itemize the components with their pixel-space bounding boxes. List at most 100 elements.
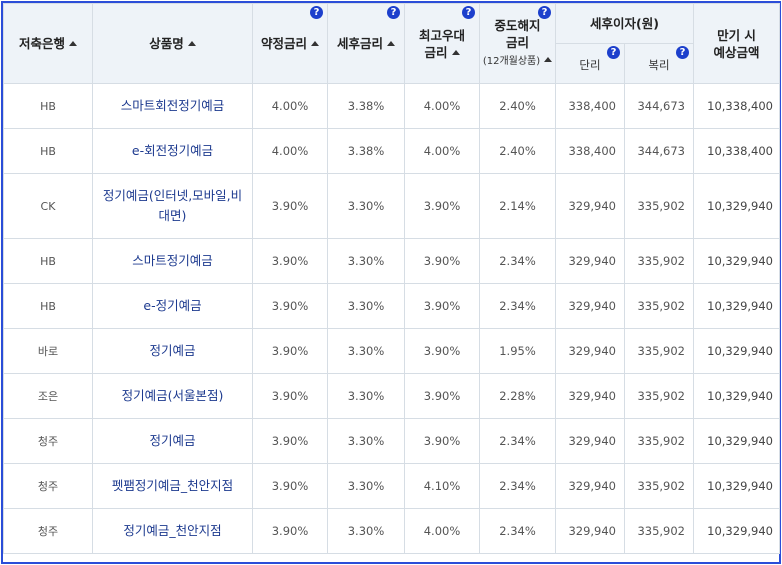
cell-max-rate: 3.90%	[404, 328, 480, 374]
cell-base-rate: 3.90%	[252, 283, 328, 329]
cell-compound-interest: 335,902	[624, 328, 694, 374]
cell-after-tax-rate: 3.30%	[327, 238, 405, 284]
table-row: CK 정기예금(인터넷,모바일,비대면) 3.90% 3.30% 3.90% 2.14% 3…	[3, 173, 780, 239]
cell-max-rate: 3.90%	[404, 418, 480, 464]
cell-early-rate: 2.14%	[479, 173, 556, 239]
col-header-early-rate[interactable]: ? 중도해지 금리 (12개월상품)	[479, 3, 556, 84]
cell-bank: HB	[3, 283, 93, 329]
cell-simple-interest: 329,940	[555, 508, 625, 554]
cell-base-rate: 3.90%	[252, 463, 328, 509]
cell-product-link[interactable]: e-정기예금	[92, 283, 253, 329]
cell-bank: 청주	[3, 463, 93, 509]
col-header-maturity-line1: 만기 시	[717, 27, 756, 43]
help-icon[interactable]: ?	[462, 6, 475, 19]
cell-max-rate: 4.10%	[404, 463, 480, 509]
help-icon[interactable]: ?	[538, 6, 551, 19]
cell-compound-interest: 335,902	[624, 283, 694, 329]
cell-product-link[interactable]: 정기예금	[92, 418, 253, 464]
cell-after-tax-rate: 3.30%	[327, 173, 405, 239]
col-header-compound-label: 복리	[648, 58, 670, 72]
table-row: 조은 정기예금(서울본점) 3.90% 3.30% 3.90% 2.28% 329,940 3…	[3, 373, 780, 419]
cell-product-link[interactable]: 정기예금	[92, 328, 253, 374]
cell-bank: HB	[3, 128, 93, 174]
cell-compound-interest: 335,902	[624, 463, 694, 509]
cell-product-link[interactable]: 펫팸정기예금_천안지점	[92, 463, 253, 509]
cell-simple-interest: 329,940	[555, 283, 625, 329]
col-header-base-rate[interactable]: ? 약정금리	[252, 3, 328, 84]
cell-product-link[interactable]: 정기예금_천안지점	[92, 508, 253, 554]
cell-compound-interest: 335,902	[624, 508, 694, 554]
cell-max-rate: 3.90%	[404, 283, 480, 329]
col-header-bank-label: 저축은행	[18, 36, 65, 51]
cell-simple-interest: 338,400	[555, 83, 625, 129]
table-row: 청주 펫팸정기예금_천안지점 3.90% 3.30% 4.10% 2.34% 329,940…	[3, 463, 780, 509]
cell-after-tax-rate: 3.30%	[327, 373, 405, 419]
cell-base-rate: 3.90%	[252, 173, 328, 239]
table-body: HB 스마트회전정기예금 4.00% 3.38% 4.00% 2.40% 338,400 34…	[3, 83, 780, 554]
cell-after-tax-rate: 3.30%	[327, 463, 405, 509]
cell-base-rate: 3.90%	[252, 508, 328, 554]
cell-maturity-amount: 10,329,940	[693, 373, 780, 419]
cell-after-tax-rate: 3.30%	[327, 283, 405, 329]
cell-after-tax-rate: 3.30%	[327, 328, 405, 374]
cell-product-link[interactable]: e-회전정기예금	[92, 128, 253, 174]
cell-bank: 청주	[3, 508, 93, 554]
cell-maturity-amount: 10,338,400	[693, 83, 780, 129]
cell-base-rate: 3.90%	[252, 373, 328, 419]
help-icon[interactable]: ?	[387, 6, 400, 19]
col-header-after-tax-interest: 세후이자(원)	[555, 3, 694, 44]
cell-simple-interest: 329,940	[555, 328, 625, 374]
sort-up-icon	[69, 41, 77, 46]
col-header-maturity-line2: 예상금액	[713, 44, 760, 60]
table-header: 저축은행 상품명 ? 약정금리 ? 세후금리 ? 최고우대 금리 ? 중도해지 …	[3, 3, 780, 84]
cell-product-link[interactable]: 스마트정기예금	[92, 238, 253, 284]
cell-product-link[interactable]: 정기예금(인터넷,모바일,비대면)	[92, 173, 253, 239]
col-header-early-rate-line2: 금리	[505, 35, 529, 50]
col-header-product-label: 상품명	[149, 36, 184, 51]
col-header-max-rate[interactable]: ? 최고우대 금리	[404, 3, 480, 84]
cell-product-link[interactable]: 정기예금(서울본점)	[92, 373, 253, 419]
cell-simple-interest: 329,940	[555, 418, 625, 464]
table-row: 바로 정기예금 3.90% 3.30% 3.90% 1.95% 329,940 335,902…	[3, 328, 780, 374]
cell-max-rate: 4.00%	[404, 128, 480, 174]
sort-up-icon	[311, 41, 319, 46]
cell-early-rate: 2.34%	[479, 238, 556, 284]
cell-simple-interest: 329,940	[555, 238, 625, 284]
col-header-compound: ? 복리	[624, 43, 694, 84]
cell-max-rate: 3.90%	[404, 238, 480, 284]
col-header-maturity: 만기 시 예상금액	[693, 3, 780, 84]
cell-max-rate: 4.00%	[404, 83, 480, 129]
help-icon[interactable]: ?	[310, 6, 323, 19]
cell-early-rate: 2.34%	[479, 418, 556, 464]
col-header-early-rate-note: (12개월상품)	[482, 56, 541, 67]
cell-base-rate: 4.00%	[252, 128, 328, 174]
cell-maturity-amount: 10,338,400	[693, 128, 780, 174]
cell-product-link[interactable]: 스마트회전정기예금	[92, 83, 253, 129]
cell-simple-interest: 338,400	[555, 128, 625, 174]
cell-simple-interest: 329,940	[555, 173, 625, 239]
col-header-product[interactable]: 상품명	[92, 3, 253, 84]
deposit-rate-table: 저축은행 상품명 ? 약정금리 ? 세후금리 ? 최고우대 금리 ? 중도해지 …	[3, 3, 780, 554]
cell-early-rate: 2.34%	[479, 508, 556, 554]
cell-after-tax-rate: 3.30%	[327, 508, 405, 554]
col-header-max-rate-line2: 금리	[424, 44, 448, 60]
col-header-bank[interactable]: 저축은행	[3, 3, 93, 84]
help-icon[interactable]: ?	[676, 46, 689, 59]
cell-base-rate: 3.90%	[252, 328, 328, 374]
cell-max-rate: 3.90%	[404, 373, 480, 419]
cell-bank: 바로	[3, 328, 93, 374]
cell-maturity-amount: 10,329,940	[693, 238, 780, 284]
cell-bank: 청주	[3, 418, 93, 464]
col-header-after-tax-interest-label: 세후이자(원)	[590, 16, 659, 31]
cell-after-tax-rate: 3.38%	[327, 128, 405, 174]
col-header-after-tax-rate[interactable]: ? 세후금리	[327, 3, 405, 84]
cell-maturity-amount: 10,329,940	[693, 463, 780, 509]
help-icon[interactable]: ?	[607, 46, 620, 59]
cell-compound-interest: 335,902	[624, 173, 694, 239]
cell-bank: HB	[3, 83, 93, 129]
cell-early-rate: 1.95%	[479, 328, 556, 374]
col-header-max-rate-line1: 최고우대	[418, 27, 465, 43]
cell-compound-interest: 335,902	[624, 418, 694, 464]
sort-up-icon	[387, 41, 395, 46]
